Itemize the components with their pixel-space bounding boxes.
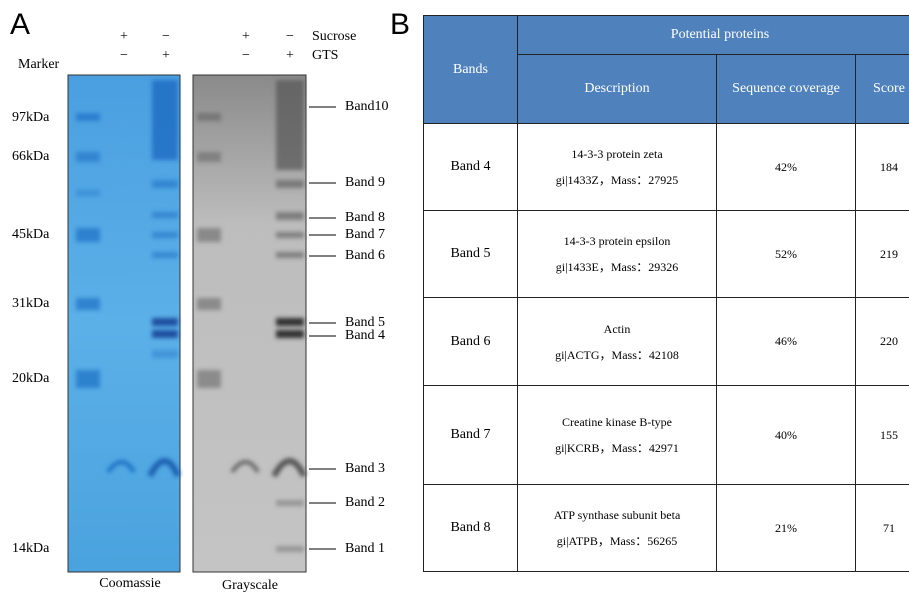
marker-label: 14kDa [12,541,50,556]
coverage-cell: 21% [717,485,856,572]
score-cell: 220 [856,298,909,386]
protein-name: Actin [518,316,716,342]
band-label: Band 1 [345,541,385,556]
marker-label: 97kDa [12,110,50,125]
protein-name: ATP synthase subunit beta [518,502,716,528]
protein-id: gi|ACTG，Mass：42108 [518,342,716,368]
protein-name: Creatine kinase B-type [518,409,716,435]
header-cell: Score [856,55,909,124]
protein-name: 14-3-3 protein epsilon [518,228,716,254]
protein-id: gi|1433E，Mass：29326 [518,254,716,280]
score-cell: 184 [856,124,909,211]
coverage-cell: 40% [717,386,856,485]
header-cell: Sequence coverage [717,55,856,124]
marker-label: 66kDa [12,149,50,164]
band-cell: Band 7 [424,386,518,485]
condition-sign: + [120,29,128,44]
header-cell: Potential proteins [518,16,909,55]
protein-id: gi|ATPB，Mass：56265 [518,528,716,554]
band-label: Band 4 [345,328,385,343]
panel-a: A Marker + − + − Sucrose − + − + GTS Coomassie [0,0,420,593]
band-label: Band 2 [345,495,385,510]
header-cell: Bands [424,16,518,124]
condition-name: Sucrose [312,29,356,44]
protein-id: gi|KCRB，Mass：42971 [518,435,716,461]
grayscale-gel: Grayscale [193,75,306,593]
panel-label: B [390,8,410,41]
band-label: Band 8 [345,210,385,225]
band-label: Band 9 [345,175,385,190]
score-cell: 71 [856,485,909,572]
marker-label: 45kDa [12,227,50,242]
protein-name: 14-3-3 protein zeta [518,141,716,167]
marker-label: 31kDa [12,296,50,311]
markers: 97kDa 66kDa 45kDa 31kDa 20kDa 14kDa [12,110,50,556]
panel-label: A [10,8,30,41]
header-cell: Description [518,55,717,124]
gel-caption: Coomassie [99,576,160,591]
condition-name: GTS [312,48,338,63]
score-cell: 155 [856,386,909,485]
protein-id: gi|1433Z，Mass：27925 [518,167,716,193]
band-label: Band 3 [345,461,385,476]
protein-table: Bands Potential proteins Description Seq… [423,15,909,572]
score-cell: 219 [856,211,909,298]
condition-sign: − [120,48,128,63]
band-label: Band10 [345,99,389,114]
condition-sign: − [162,29,170,44]
condition-sign: − [242,48,250,63]
band-label: Band 7 [345,227,385,242]
coverage-cell: 42% [717,124,856,211]
figure: A Marker + − + − Sucrose − + − + GTS Coomassie [0,0,909,593]
condition-sign: + [286,48,294,63]
panel-b-label: B [388,0,428,50]
marker-label: 20kDa [12,371,50,386]
band-label: Band 6 [345,248,385,263]
coverage-cell: 52% [717,211,856,298]
condition-sign: + [242,29,250,44]
marker-label: Marker [18,57,60,72]
condition-sign: + [162,48,170,63]
coverage-cell: 46% [717,298,856,386]
band-cell: Band 5 [424,211,518,298]
band-cell: Band 6 [424,298,518,386]
gel-caption: Grayscale [222,578,278,593]
band-cell: Band 4 [424,124,518,211]
condition-signs: + − + − Sucrose − + − + GTS [120,29,356,63]
band-cell: Band 8 [424,485,518,572]
coomassie-gel: Coomassie [68,75,180,591]
condition-sign: − [286,29,294,44]
